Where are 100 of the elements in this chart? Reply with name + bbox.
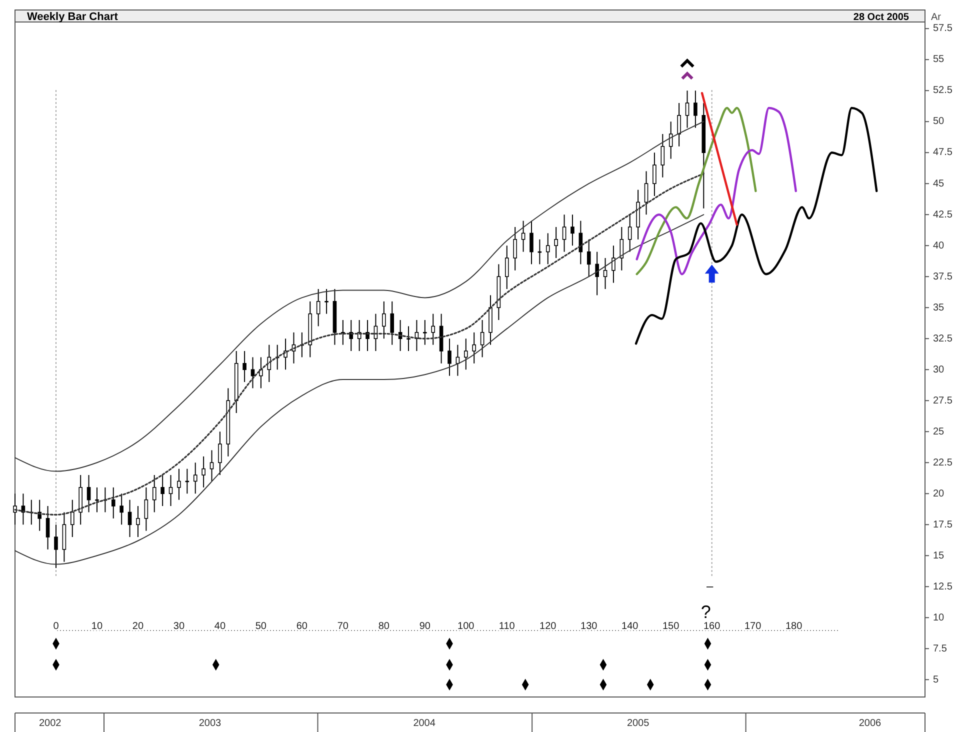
y-tick-label: 12.5 bbox=[933, 581, 953, 592]
candlestick bbox=[554, 226, 558, 259]
candlestick bbox=[136, 506, 140, 538]
candlestick bbox=[628, 214, 632, 252]
y-tick-label: 37.5 bbox=[933, 271, 953, 282]
candlestick bbox=[46, 506, 50, 550]
line-series bbox=[636, 106, 797, 276]
candlestick bbox=[111, 486, 116, 519]
x-tick-label: 30 bbox=[173, 621, 185, 632]
y-tick-label: 15 bbox=[933, 550, 945, 562]
x-tick-label: 110 bbox=[498, 621, 516, 632]
line-series bbox=[634, 106, 878, 345]
candlestick bbox=[193, 462, 198, 494]
annotation: ? bbox=[700, 602, 711, 622]
x-tick-label: 180 bbox=[785, 621, 803, 632]
x-tick-label: 130 bbox=[580, 621, 598, 632]
y-tick-label: 42.5 bbox=[933, 209, 953, 220]
candlestick bbox=[562, 214, 566, 252]
y-tick-label: 55 bbox=[933, 54, 945, 66]
candlestick bbox=[70, 499, 74, 538]
candlestick bbox=[694, 90, 698, 128]
candlestick bbox=[472, 332, 476, 364]
candlestick bbox=[480, 320, 484, 358]
y-tick-label: 7.5 bbox=[933, 643, 948, 654]
candlestick bbox=[513, 226, 517, 271]
y-tick-label: 20 bbox=[933, 488, 945, 500]
x2-tick-label: 2003 bbox=[198, 718, 222, 729]
candlestick bbox=[144, 486, 148, 532]
x-tick-label: 40 bbox=[214, 621, 226, 632]
candlestick bbox=[448, 338, 452, 376]
y-tick-label: 27.5 bbox=[933, 395, 953, 406]
candlestick bbox=[546, 232, 550, 265]
candlestick bbox=[152, 474, 156, 513]
line-series bbox=[636, 106, 757, 276]
annotation: – bbox=[706, 579, 714, 593]
y-tick-label: 25 bbox=[933, 426, 945, 438]
candlestick bbox=[242, 350, 246, 383]
x-tick-label: 70 bbox=[337, 621, 349, 632]
x-tick-label: 80 bbox=[378, 621, 390, 632]
y-tick-label: 5 bbox=[933, 674, 939, 686]
candlestick bbox=[431, 313, 436, 346]
candlestick bbox=[202, 456, 206, 488]
candlestick bbox=[406, 326, 410, 352]
y-tick-label: 22.5 bbox=[933, 457, 953, 468]
x-tick-label: 90 bbox=[419, 621, 431, 632]
candlestick bbox=[86, 474, 91, 513]
chart-title: Weekly Bar Chart bbox=[27, 11, 118, 23]
x-tick-label: 160 bbox=[704, 621, 721, 632]
candlestick bbox=[677, 102, 681, 147]
x-tick-label: 100 bbox=[458, 621, 475, 632]
candlestick bbox=[120, 493, 124, 526]
candlestick bbox=[128, 499, 132, 538]
candlestick bbox=[603, 258, 608, 290]
candlestick bbox=[168, 474, 173, 507]
y-tick-label: 32.5 bbox=[933, 333, 953, 344]
text: Ar bbox=[931, 12, 942, 23]
candlestick bbox=[267, 344, 272, 383]
candlestick bbox=[595, 251, 599, 296]
x-tick-label: 10 bbox=[91, 621, 103, 632]
x-tick-label: 0 bbox=[53, 621, 60, 632]
x-tick-label: 120 bbox=[540, 621, 557, 632]
candlestick bbox=[570, 214, 574, 246]
x-tick-label: 50 bbox=[255, 621, 267, 632]
y-tick-label: 30 bbox=[933, 364, 945, 376]
candlestick bbox=[54, 524, 58, 569]
x-tick-label: 170 bbox=[744, 621, 762, 632]
x2-tick-label: 2004 bbox=[413, 718, 436, 729]
candlestick bbox=[177, 468, 181, 500]
candlestick bbox=[504, 245, 509, 290]
y-tick-label: 10 bbox=[933, 612, 945, 624]
candlestick bbox=[95, 486, 99, 513]
y-tick-label: 45 bbox=[933, 178, 945, 190]
y-tick-label: 47.5 bbox=[933, 147, 953, 158]
candlestick bbox=[464, 338, 468, 370]
candlestick bbox=[668, 121, 673, 160]
candlestick bbox=[316, 288, 320, 327]
candlestick bbox=[644, 170, 648, 216]
candlestick bbox=[612, 245, 616, 284]
y-tick-label: 17.5 bbox=[933, 519, 953, 530]
x-tick-label: 60 bbox=[296, 621, 308, 632]
x2-tick-label: 2005 bbox=[626, 718, 650, 729]
candlestick bbox=[390, 300, 394, 346]
candlestick bbox=[660, 134, 665, 178]
y-tick-label: 52.5 bbox=[933, 85, 953, 96]
annotation: 28 Oct 2005 bbox=[853, 12, 910, 23]
line-series bbox=[14, 172, 704, 516]
x2-tick-label: 2002 bbox=[39, 718, 62, 729]
candlestick bbox=[210, 450, 214, 482]
x-tick-label: 150 bbox=[662, 621, 680, 632]
candlestick bbox=[250, 356, 255, 389]
x2-tick-label: 2006 bbox=[858, 718, 882, 729]
x-tick-label: 20 bbox=[132, 621, 144, 632]
x-tick-label: 140 bbox=[622, 621, 639, 632]
candlestick bbox=[586, 238, 591, 278]
candlestick bbox=[341, 320, 345, 346]
y-tick-label: 50 bbox=[933, 116, 945, 128]
candlestick bbox=[685, 90, 690, 128]
candlestick bbox=[423, 320, 427, 346]
candlestick bbox=[160, 474, 164, 507]
candlestick bbox=[324, 288, 328, 314]
